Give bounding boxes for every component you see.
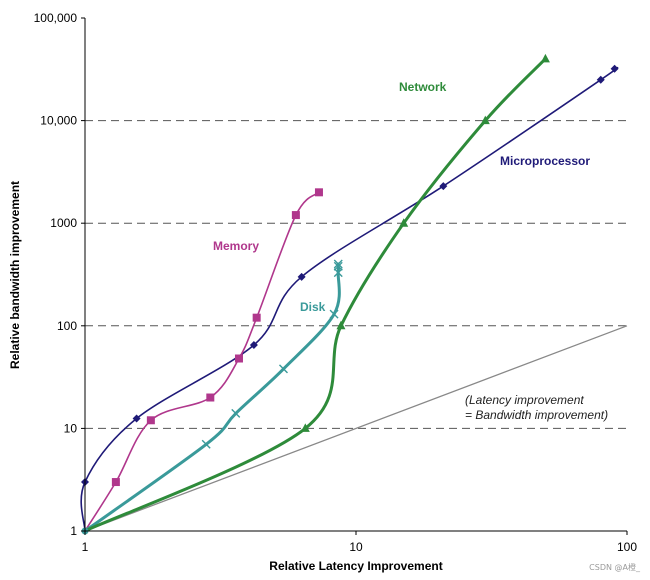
data-point-disk bbox=[231, 408, 241, 418]
data-point-disk bbox=[278, 364, 288, 374]
y-axis-title: Relative bandwidth improvement bbox=[8, 181, 22, 369]
watermark-text: CSDN @A橙_ bbox=[589, 562, 641, 572]
y-tick-label: 10,000 bbox=[40, 114, 77, 128]
series-label-network: Network bbox=[399, 80, 447, 94]
y-tick-label: 1000 bbox=[50, 216, 77, 230]
data-point-memory bbox=[234, 354, 243, 363]
reference-line bbox=[84, 325, 628, 532]
axes bbox=[84, 18, 627, 532]
data-point-disk bbox=[333, 259, 343, 269]
data-point-microprocessor bbox=[439, 182, 448, 191]
y-tick-label: 100 bbox=[57, 319, 77, 333]
data-point-memory bbox=[252, 313, 261, 322]
data-point-network bbox=[399, 218, 409, 227]
data-point-network bbox=[480, 115, 490, 125]
tick-labels: 1 10 100 1000 10,000 100,000 1 10 100 bbox=[34, 11, 638, 554]
data-point-network bbox=[336, 320, 346, 330]
series-line-memory bbox=[84, 191, 320, 532]
data-point-microprocessor bbox=[610, 64, 619, 73]
y-tick-label: 10 bbox=[64, 421, 78, 435]
x-axis-title: Relative Latency Improvement bbox=[269, 559, 442, 573]
data-point-memory bbox=[146, 416, 155, 425]
data-point-microprocessor bbox=[249, 340, 258, 349]
series-lines bbox=[80, 57, 619, 533]
series-label-disk: Disk bbox=[300, 300, 326, 314]
data-point-network bbox=[540, 53, 550, 63]
data-point-memory bbox=[111, 478, 120, 487]
annotation-line-1: (Latency improvement bbox=[465, 393, 584, 407]
data-point-memory bbox=[206, 393, 215, 402]
y-tick-label: 1 bbox=[70, 524, 77, 538]
series-line-microprocessor bbox=[80, 66, 619, 532]
data-point-memory bbox=[314, 188, 323, 197]
data-point-disk bbox=[201, 439, 211, 449]
reference-line-group bbox=[84, 325, 628, 532]
data-point-disk bbox=[333, 261, 343, 271]
series-label-microprocessor: Microprocessor bbox=[500, 154, 590, 168]
series-markers bbox=[81, 53, 619, 535]
data-point-network bbox=[300, 423, 310, 432]
x-tick-label: 10 bbox=[349, 540, 363, 554]
x-tick-label: 100 bbox=[617, 540, 637, 554]
data-point-memory bbox=[291, 211, 300, 220]
data-point-microprocessor bbox=[596, 75, 605, 84]
x-tick-label: 1 bbox=[82, 540, 89, 554]
series-line-network bbox=[83, 57, 547, 533]
series-label-memory: Memory bbox=[213, 239, 259, 253]
data-point-disk bbox=[329, 309, 339, 319]
data-point-microprocessor bbox=[297, 272, 306, 281]
y-tick-label: 100,000 bbox=[34, 11, 78, 25]
annotation-line-2: = Bandwidth improvement) bbox=[465, 408, 608, 422]
data-point-microprocessor bbox=[132, 414, 141, 423]
